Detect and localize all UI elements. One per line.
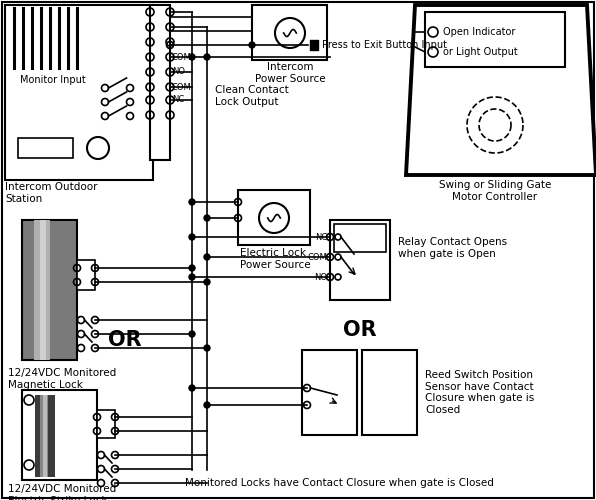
Circle shape: [189, 234, 195, 240]
Text: Intercom Outdoor
Station: Intercom Outdoor Station: [5, 182, 98, 204]
Text: OR: OR: [108, 330, 142, 350]
Text: Relay Contact Opens
when gate is Open: Relay Contact Opens when gate is Open: [398, 237, 507, 259]
Bar: [34, 220, 50, 360]
Bar: [18, 138, 73, 158]
Circle shape: [204, 345, 210, 351]
Text: Clean Contact
Lock Output: Clean Contact Lock Output: [215, 85, 288, 106]
Text: NO: NO: [314, 272, 327, 281]
Bar: [97, 410, 115, 438]
Text: NC: NC: [315, 232, 327, 241]
Circle shape: [189, 331, 195, 337]
Polygon shape: [406, 5, 596, 175]
Circle shape: [204, 215, 210, 221]
Bar: [334, 224, 386, 252]
Bar: [43, 395, 47, 477]
Bar: [150, 5, 170, 160]
Text: Electric Lock
Power Source: Electric Lock Power Source: [240, 248, 311, 270]
Circle shape: [189, 199, 195, 205]
Text: OR: OR: [343, 320, 377, 340]
Circle shape: [204, 254, 210, 260]
Bar: [40, 395, 48, 477]
Bar: [22, 390, 97, 480]
Circle shape: [189, 274, 195, 280]
Text: Swing or Sliding Gate
Motor Controller: Swing or Sliding Gate Motor Controller: [439, 180, 551, 202]
Text: or Light Output: or Light Output: [443, 47, 518, 57]
Bar: [22, 220, 77, 360]
Text: NC: NC: [172, 96, 184, 104]
Text: Reed Switch Position
Sensor have Contact
Closure when gate is
Closed: Reed Switch Position Sensor have Contact…: [425, 370, 534, 415]
Circle shape: [189, 54, 195, 60]
Bar: [5, 5, 153, 180]
Bar: [77, 260, 95, 290]
Bar: [330, 220, 390, 300]
Bar: [238, 190, 310, 245]
Bar: [252, 5, 327, 60]
Bar: [40, 220, 46, 360]
Circle shape: [204, 402, 210, 408]
Circle shape: [204, 279, 210, 285]
Circle shape: [189, 385, 195, 391]
Text: COM: COM: [172, 82, 192, 92]
Text: Press to Exit Button Input: Press to Exit Button Input: [322, 40, 447, 50]
Text: Monitor Input: Monitor Input: [20, 75, 86, 85]
Text: Monitored Locks have Contact Closure when gate is Closed: Monitored Locks have Contact Closure whe…: [185, 478, 494, 488]
Text: COM: COM: [172, 52, 192, 62]
Bar: [302, 350, 357, 435]
Text: 12/24VDC Monitored
Electric Strike Lock: 12/24VDC Monitored Electric Strike Lock: [8, 484, 116, 500]
Circle shape: [189, 265, 195, 271]
Text: Open Indicator: Open Indicator: [443, 27, 516, 37]
Bar: [425, 12, 565, 67]
Text: NO: NO: [172, 68, 185, 76]
Text: Intercom
Power Source: Intercom Power Source: [254, 62, 325, 84]
Circle shape: [204, 54, 210, 60]
Text: COM: COM: [308, 252, 327, 262]
Bar: [35, 395, 55, 477]
Circle shape: [249, 42, 255, 48]
Text: 12/24VDC Monitored
Magnetic Lock: 12/24VDC Monitored Magnetic Lock: [8, 368, 116, 390]
Bar: [362, 350, 417, 435]
